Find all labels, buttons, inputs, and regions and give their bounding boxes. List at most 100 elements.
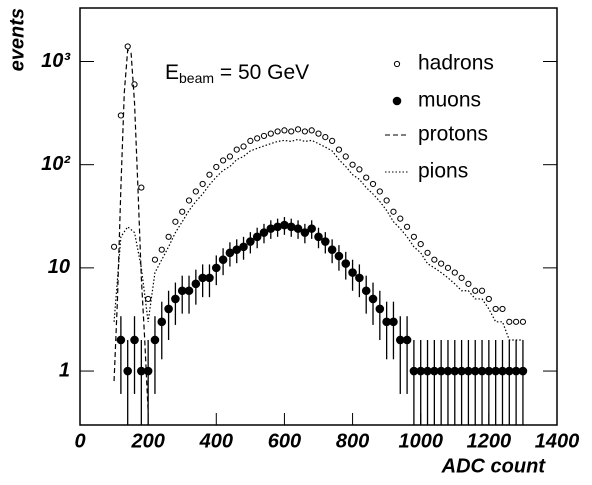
annotation-rest: = 50 GeV xyxy=(214,61,309,84)
data-point xyxy=(252,232,262,242)
data-point xyxy=(327,245,337,254)
data-point xyxy=(124,43,131,50)
x-tick-label: 1200 xyxy=(467,430,512,452)
data-point xyxy=(171,294,180,304)
data-point xyxy=(184,286,194,296)
data-point xyxy=(205,273,214,283)
data-point xyxy=(356,166,363,173)
data-point xyxy=(130,335,139,345)
data-point xyxy=(308,127,315,134)
data-point xyxy=(478,287,486,294)
data-point xyxy=(355,273,364,283)
data-point xyxy=(151,256,159,263)
x-tick-label: 1400 xyxy=(535,430,580,452)
legend-label: muons xyxy=(418,89,481,112)
series-line xyxy=(113,138,523,341)
data-point xyxy=(349,161,356,168)
data-point xyxy=(321,237,330,246)
x-tick-label: 0 xyxy=(74,430,85,452)
data-point xyxy=(218,255,228,264)
data-point xyxy=(288,128,295,135)
legend-marker xyxy=(392,96,402,106)
data-point xyxy=(314,232,323,242)
annotation-base: E xyxy=(165,61,179,84)
data-point xyxy=(492,305,499,313)
data-point xyxy=(465,280,472,287)
data-point xyxy=(213,163,220,171)
data-point xyxy=(348,268,357,277)
x-axis-label: ADC count xyxy=(441,455,547,477)
y-tick-label: 10 xyxy=(48,256,70,278)
data-point xyxy=(254,135,261,142)
data-point xyxy=(233,146,240,153)
data-point xyxy=(281,127,288,134)
data-point xyxy=(342,153,349,160)
y-axis-label: events xyxy=(6,8,28,71)
legend-label: pions xyxy=(418,160,468,183)
legend-label: hadrons xyxy=(418,52,494,75)
data-point xyxy=(397,215,404,222)
data-point xyxy=(274,128,281,135)
x-tick-label: 800 xyxy=(336,430,369,452)
data-point xyxy=(240,143,247,150)
data-point xyxy=(192,188,199,195)
data-point xyxy=(431,256,438,263)
y-tick-label: 1 xyxy=(59,359,70,381)
data-point xyxy=(246,237,255,246)
data-point xyxy=(179,208,186,215)
data-point xyxy=(438,260,445,267)
data-point xyxy=(301,128,308,135)
data-point xyxy=(375,304,385,314)
data-point xyxy=(267,130,274,137)
data-point xyxy=(472,287,479,294)
data-point xyxy=(131,81,138,88)
data-point xyxy=(518,366,528,376)
data-point xyxy=(329,137,336,145)
x-tick-label: 400 xyxy=(199,430,233,452)
data-point xyxy=(389,317,398,327)
data-point xyxy=(485,295,492,303)
annotation: Ebeam = 50 GeV xyxy=(165,61,309,86)
y-tick-label: 10³ xyxy=(41,50,71,72)
data-point xyxy=(403,223,411,230)
data-point xyxy=(368,294,378,304)
data-point xyxy=(225,248,235,258)
data-point xyxy=(424,249,431,256)
data-point xyxy=(300,228,310,237)
data-point xyxy=(150,335,160,345)
data-point xyxy=(458,274,465,281)
data-point xyxy=(117,112,124,119)
data-point xyxy=(116,335,126,345)
x-tick-label: 600 xyxy=(268,430,301,452)
frame xyxy=(79,7,558,426)
data-point xyxy=(247,137,254,145)
data-point xyxy=(165,233,172,240)
data-point xyxy=(363,174,370,181)
data-point xyxy=(322,134,329,141)
data-point xyxy=(158,246,165,253)
data-point xyxy=(383,197,390,204)
data-point xyxy=(157,317,167,327)
data-point xyxy=(226,153,234,160)
data-point xyxy=(220,157,227,164)
data-point xyxy=(172,218,179,225)
data-point xyxy=(513,318,520,325)
data-point xyxy=(191,279,201,289)
annotation-sub: beam xyxy=(179,70,214,86)
series-line xyxy=(113,48,149,413)
data-point xyxy=(402,335,412,345)
x-tick-label: 1000 xyxy=(398,430,443,452)
data-point xyxy=(390,208,397,215)
data-point xyxy=(239,242,248,252)
y-tick-label: 10² xyxy=(41,153,71,175)
data-point xyxy=(185,197,193,204)
data-point xyxy=(199,180,206,188)
data-point xyxy=(259,228,269,237)
data-point xyxy=(307,224,316,233)
data-point xyxy=(206,171,213,178)
legend-marker xyxy=(393,60,401,68)
data-point xyxy=(164,304,173,314)
data-point xyxy=(499,305,506,313)
data-point xyxy=(293,224,303,233)
